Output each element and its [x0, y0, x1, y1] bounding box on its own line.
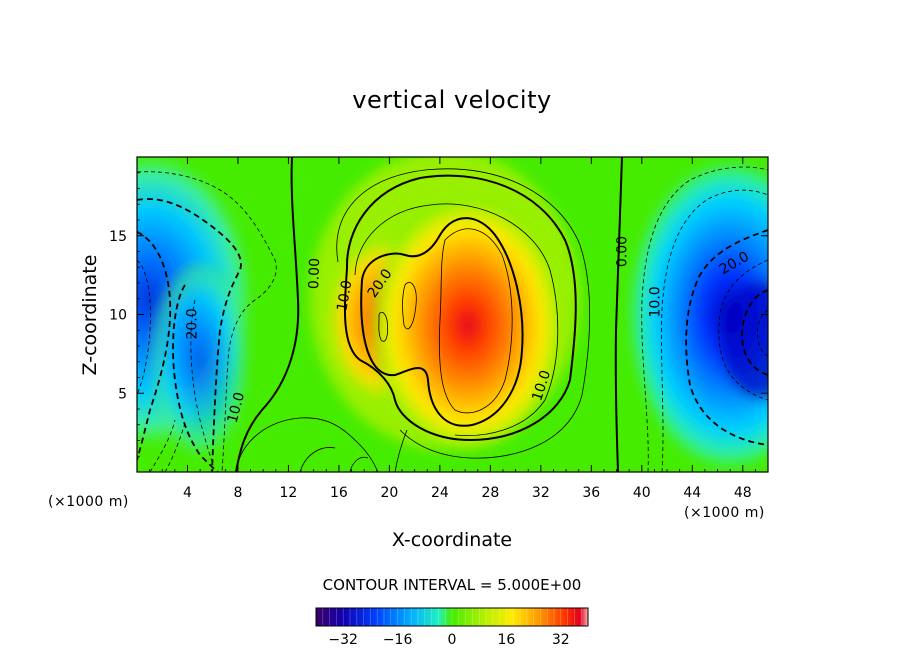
y-axis: 5 10 15: [109, 172, 768, 457]
contour-label-text: 10.0: [334, 279, 355, 312]
colorbar-tick-label: −16: [383, 632, 413, 648]
contour-label-text: 20.0: [184, 308, 200, 339]
contour-label-text: 10.0: [225, 391, 249, 425]
y-axis-label: Z-coordinate: [79, 255, 101, 376]
x-tick-label: 20: [380, 485, 398, 501]
contour-label: 10.0: [334, 279, 355, 312]
x-tick-label: 40: [633, 485, 651, 501]
x-tick-label: 36: [582, 485, 600, 501]
x-axis-label: X-coordinate: [392, 529, 512, 551]
contour-interval-text: CONTOUR INTERVAL = 5.000E+00: [322, 576, 582, 594]
colorbar-tick-label: 0: [448, 632, 457, 648]
colorbar-tick-label: 16: [497, 632, 515, 648]
x-tick-label: 28: [481, 485, 499, 501]
contour-lines: [137, 157, 768, 472]
contour-label-text: 0.00: [615, 236, 631, 267]
x-tick-label: 32: [532, 485, 550, 501]
contour-label: 0.00: [306, 258, 323, 290]
contour-label: 10.0: [647, 286, 663, 317]
y-tick-label: 5: [118, 386, 127, 402]
y-tick-label: 15: [109, 229, 127, 245]
contour-label: 0.00: [615, 236, 631, 267]
chart-title: vertical velocity: [352, 86, 552, 114]
contour-label: 10.0: [225, 391, 249, 425]
x-axis: 4 8 12 16 20 24 28 32 36 40 44 48: [149, 157, 756, 501]
colorbar: [316, 608, 588, 626]
x-tick-label: 12: [280, 485, 298, 501]
x-tick-label: 16: [330, 485, 348, 501]
y-tick-label: 10: [109, 308, 127, 324]
contour-label-text: 10.0: [647, 286, 663, 317]
contour-label: 20.0: [184, 308, 200, 339]
x-tick-label: 8: [233, 485, 242, 501]
colorbar-frame: [315, 607, 589, 627]
y-axis-unit: (×1000 m): [48, 494, 129, 510]
x-tick-label: 24: [431, 485, 449, 501]
colorbar-ticks: −32 −16 0 16 32: [328, 632, 569, 648]
x-axis-unit: (×1000 m): [684, 505, 765, 521]
colorbar-tick-label: 32: [552, 632, 570, 648]
x-tick-label: 4: [183, 485, 192, 501]
contour-label-text: 0.00: [306, 258, 323, 290]
filled-field: [137, 157, 768, 472]
x-tick-label: 48: [734, 485, 752, 501]
colorbar-stripes: [322, 608, 582, 626]
x-tick-label: 44: [683, 485, 701, 501]
colorbar-tick-label: −32: [328, 632, 358, 648]
